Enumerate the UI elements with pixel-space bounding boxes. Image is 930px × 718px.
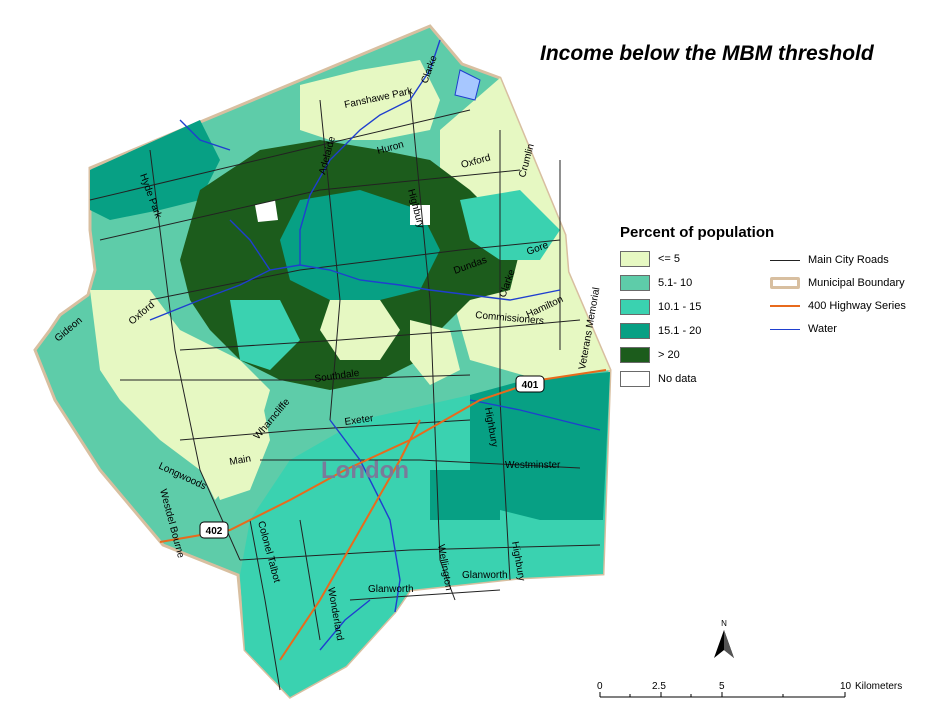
scale-tick-2-5: 2.5 [652, 681, 666, 692]
legend-line-sample [770, 305, 800, 307]
nodata-patch-2 [410, 205, 430, 225]
legend-line-label: Main City Roads [808, 254, 889, 266]
legend-line-sample [770, 259, 800, 261]
legend-class-item: No data [620, 370, 697, 388]
legend-class-label: > 20 [658, 349, 680, 361]
legend-line-item: Water [770, 321, 837, 337]
north-light-region [300, 60, 440, 140]
legend-class-label: 5.1- 10 [658, 277, 693, 289]
map-title: Income below the MBM threshold [540, 42, 874, 65]
road-label: Glanworth [368, 584, 414, 595]
legend-swatch [620, 371, 650, 387]
legend-title: Percent of population [620, 224, 775, 241]
northwest-dark-region [90, 120, 220, 220]
legend-class-item: 10.1 - 15 [620, 298, 701, 316]
legend-swatch [620, 323, 650, 339]
legend-swatch [620, 251, 650, 267]
scale-tick-5: 5 [719, 681, 725, 692]
central-teal-patch-2 [230, 300, 300, 370]
scale-labels: 0 2.5 5 10 Kilometers [597, 681, 902, 692]
shield-401-label: 401 [522, 380, 539, 391]
scale-unit: Kilometers [855, 681, 902, 692]
highway-402-shield: 402 [199, 521, 229, 539]
central-mixed-region [280, 190, 440, 300]
main-city-roads [89, 89, 601, 691]
scale-bar [599, 692, 846, 698]
legend-line-item: Main City Roads [770, 252, 889, 268]
road-label: Main [229, 453, 252, 468]
legend-line-sample [770, 328, 800, 330]
scale-tick-10: 10 [840, 681, 852, 692]
southwest-light-region [200, 390, 270, 500]
legend-swatch [620, 275, 650, 291]
road-label: Westminster [505, 460, 561, 471]
city-label: London [321, 457, 409, 484]
water-features [149, 39, 601, 651]
reservoir [454, 69, 481, 101]
legend-line-item: Municipal Boundary [770, 275, 905, 291]
legend-line-label: 400 Highway Series [808, 300, 906, 312]
highway-401-shield: 401 [515, 375, 545, 393]
legend-line-sample [770, 277, 800, 289]
legend-class-label: 15.1 - 20 [658, 325, 702, 337]
legend-line-label: Municipal Boundary [808, 277, 905, 289]
road-label: Glanworth [462, 570, 508, 581]
road-label: Exeter [344, 413, 375, 428]
central-light-patch-1 [320, 300, 400, 360]
legend-class-item: 5.1- 10 [620, 274, 692, 292]
legend-swatch [620, 347, 650, 363]
legend-class-label: 10.1 - 15 [658, 301, 702, 313]
legend-line-label: Water [808, 323, 837, 335]
legend-class-item: 15.1 - 20 [620, 322, 701, 340]
legend-class-label: <= 5 [658, 253, 681, 265]
legend-swatch [620, 299, 650, 315]
legend-line-item: 400 Highway Series [770, 298, 906, 314]
legend-class-item: <= 5 [620, 250, 680, 268]
north-arrow-icon: N [714, 619, 734, 658]
east-rural-block [430, 470, 500, 520]
central-light-patch-2 [410, 320, 460, 385]
legend-class-label: No data [658, 373, 697, 385]
north-label: N [721, 619, 727, 628]
legend-class-item: > 20 [620, 346, 680, 364]
shield-402-label: 402 [206, 526, 223, 537]
nodata-patch-1 [255, 200, 278, 222]
scale-tick-0: 0 [597, 681, 603, 692]
